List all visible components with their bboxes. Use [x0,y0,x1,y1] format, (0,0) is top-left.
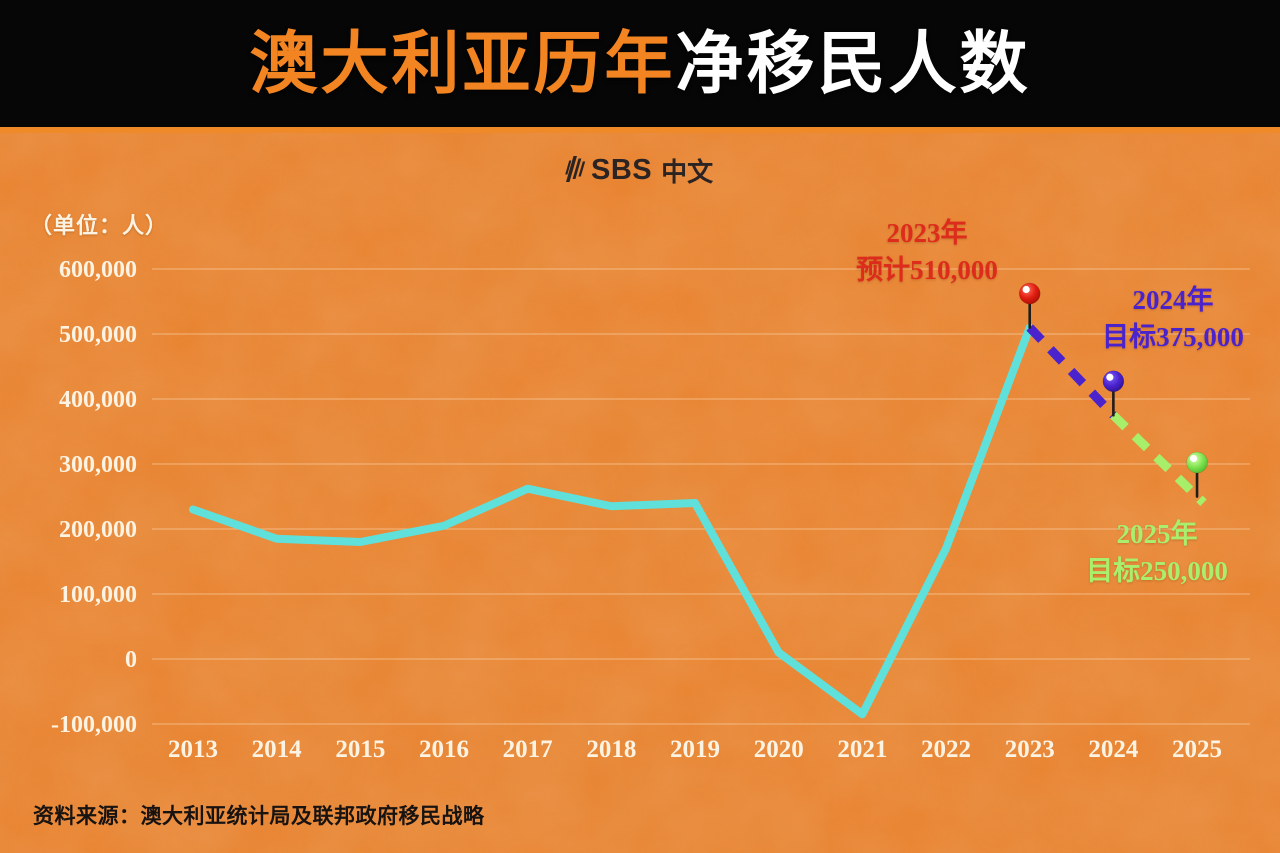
pin-2023 [1018,282,1041,329]
x-tick-label: 2020 [754,736,804,763]
pin-ball [1018,282,1041,305]
pin-highlight [1022,285,1030,294]
x-tick-label: 2025 [1172,736,1222,763]
sbs-logo-cn-text: 中文 [661,157,714,187]
pin-markers [1018,282,1208,498]
y-tick-label: 600,000 [59,257,137,283]
data-series [189,323,1207,719]
y-tick-label: 0 [125,647,137,673]
pin-highlight [1189,454,1198,463]
annotation-2024: 2024年 目标375,000 [1102,282,1244,356]
header: 澳大利亚历年净移民人数 [0,0,1280,133]
x-tick-label: 2013 [168,736,218,763]
y-tick-label: -100,000 [51,712,137,738]
title-part-white: 净移民人数 [675,25,1031,102]
sbs-logo-text: SBS [591,153,653,186]
annotation-2024-year: 2024年 [1132,285,1214,315]
y-tick-label: 100,000 [59,582,137,608]
annotation-2025-year: 2025年 [1116,519,1198,549]
target-dashed-line [1026,324,1117,419]
annotation-2023: 2023年 预计510,000 [856,215,998,289]
y-tick-label: 400,000 [59,387,137,413]
x-tick-label: 2024 [1088,736,1139,763]
x-tick-label: 2022 [921,736,971,763]
y-axis-labels: 600,000 500,000 400,000 300,000 200,000 100,0… [51,257,137,738]
annotation-2024-value: 目标375,000 [1102,322,1244,352]
pin-ball [1102,370,1125,392]
x-tick-label: 2018 [586,736,636,763]
y-tick-label: 200,000 [59,517,137,543]
x-axis-labels: 2013 2014 2015 2016 2017 2018 2019 2020 2021 2022… [168,736,1222,763]
x-tick-label: 2019 [670,736,720,763]
y-tick-label: 300,000 [59,452,137,478]
pin-highlight [1106,373,1114,381]
annotation-2023-year: 2023年 [886,218,968,248]
annotation-2023-value: 预计510,000 [856,255,998,285]
page-title: 澳大利亚历年净移民人数 [249,30,1030,98]
source-note: 资料来源：澳大利亚统计局及联邦政府移民战略 [33,804,485,828]
sbs-mercator-icon [565,156,586,182]
x-tick-label: 2016 [419,736,469,763]
target-dashed-line [1110,412,1207,506]
x-tick-label: 2023 [1005,736,1055,763]
sbs-logo: SBS 中文 [563,153,713,187]
x-tick-label: 2017 [503,736,553,763]
history-line [189,323,1034,719]
annotation-2025-value: 目标250,000 [1086,556,1228,586]
y-tick-label: 500,000 [59,322,137,348]
pin-2024 [1102,370,1125,417]
title-part-orange: 澳大利亚历年 [249,25,676,102]
x-tick-label: 2015 [335,736,385,763]
axis-unit-label: （单位：人） [30,213,169,238]
x-tick-label: 2021 [837,736,887,763]
x-tick-label: 2014 [252,736,303,763]
pin-ball [1186,451,1208,474]
annotation-2025: 2025年 目标250,000 [1086,516,1228,590]
pin-2025 [1186,451,1208,498]
gridlines [152,268,1250,725]
